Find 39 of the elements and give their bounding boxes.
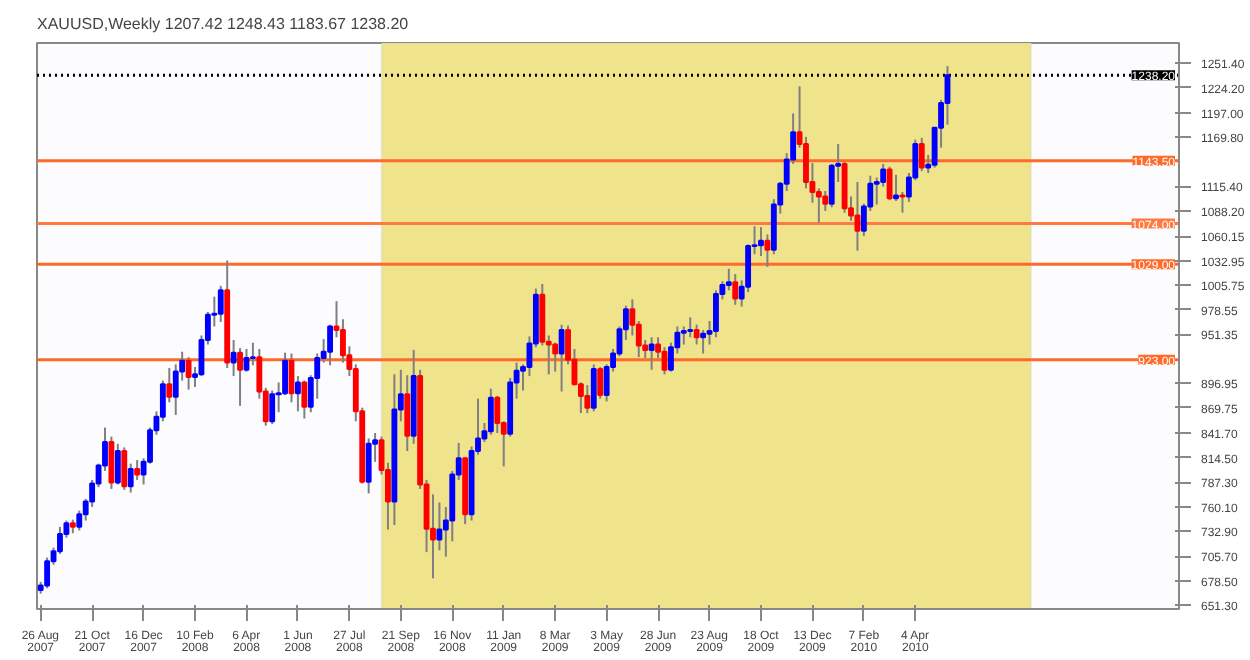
candlestick [487, 387, 494, 436]
candlestick [758, 226, 764, 258]
candlestick [558, 323, 565, 393]
candlestick [648, 336, 655, 371]
candlestick [918, 136, 925, 173]
candlestick [269, 389, 276, 425]
candlestick [108, 435, 115, 490]
candlestick [44, 556, 51, 590]
candlestick [237, 347, 243, 407]
candlestick [854, 181, 861, 252]
candlestick [552, 341, 559, 373]
candlestick [687, 316, 694, 339]
candlestick [590, 363, 597, 413]
candlestick [185, 356, 192, 391]
candlestick [249, 341, 256, 367]
candlestick [134, 459, 141, 481]
candlestick [597, 366, 604, 400]
candlestick [114, 442, 121, 486]
candlestick [693, 323, 700, 346]
candlestick [365, 437, 372, 495]
candlestick [166, 366, 173, 404]
candlestick [713, 289, 719, 339]
candlestick [127, 462, 134, 494]
candlestick [121, 446, 128, 491]
candlestick [243, 348, 250, 373]
candlestick [725, 267, 732, 292]
candlestick [230, 338, 237, 378]
candlestick [436, 501, 443, 552]
candlestick [764, 233, 771, 268]
candlestick [301, 379, 308, 420]
candlestick [732, 273, 739, 306]
candlestick [886, 165, 893, 202]
candlestick [680, 325, 687, 346]
candlestick [404, 374, 411, 453]
chart-title: XAUUSD,Weekly 1207.42 1248.43 1183.67 1238.20 [37, 15, 410, 33]
candlestick [217, 284, 224, 323]
candlestick [700, 329, 707, 355]
candlestick [294, 375, 301, 413]
candlestick [584, 384, 591, 415]
